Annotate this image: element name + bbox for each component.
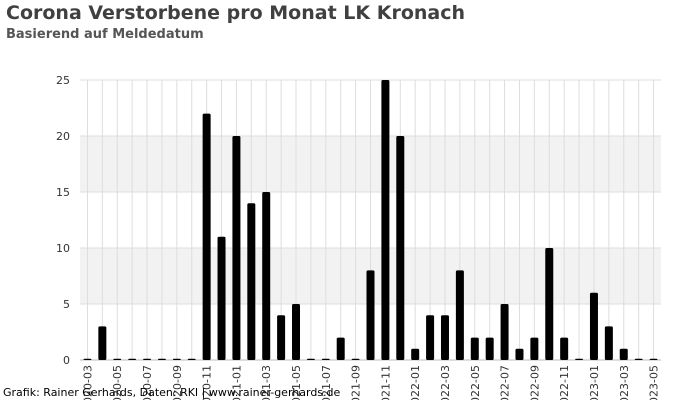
bar-2020-06 bbox=[128, 358, 137, 360]
bar-2020-08 bbox=[157, 358, 166, 360]
x-tick-label: 2020-03 bbox=[81, 365, 94, 400]
bar-2020-03 bbox=[83, 358, 92, 360]
bar-2022-02 bbox=[426, 315, 435, 360]
y-tick-label: 25 bbox=[56, 74, 70, 87]
chart-title: Corona Verstorbene pro Monat LK Kronach bbox=[6, 2, 466, 24]
bar-2021-11 bbox=[381, 80, 390, 360]
x-tick-label: 2023-03 bbox=[618, 365, 631, 400]
bar-2023-05 bbox=[649, 358, 658, 360]
bar-2022-09 bbox=[530, 337, 539, 360]
y-tick-label: 20 bbox=[56, 130, 70, 143]
x-tick-label: 2021-07 bbox=[320, 365, 333, 400]
y-tick-label: 10 bbox=[56, 242, 70, 255]
bar-2022-07 bbox=[500, 304, 509, 360]
y-tick-label: 5 bbox=[63, 298, 70, 311]
y-axis-ticks: 0 5 10 15 20 25 bbox=[56, 74, 70, 367]
bar-2022-01 bbox=[411, 348, 420, 360]
bar-2022-08 bbox=[515, 348, 524, 360]
bar-2020-11 bbox=[202, 113, 211, 360]
x-axis-ticks: 2020-03 2020-05 2020-07 2020-09 2020-11 2021-… bbox=[81, 365, 660, 400]
x-tick-label: 2022-11 bbox=[558, 365, 571, 400]
bar-2021-09 bbox=[351, 358, 360, 360]
x-tick-label: 2022-01 bbox=[409, 365, 422, 400]
bar-2021-08 bbox=[336, 337, 345, 360]
y-tick-label: 15 bbox=[56, 186, 70, 199]
x-tick-label: 2022-05 bbox=[469, 365, 482, 400]
x-tick-label: 2022-03 bbox=[439, 365, 452, 400]
x-tick-label: 2023-01 bbox=[588, 365, 601, 400]
bar-2020-07 bbox=[143, 358, 152, 360]
y-tick-label: 0 bbox=[63, 354, 70, 367]
bar-2021-04 bbox=[277, 315, 286, 360]
bar-2022-11 bbox=[560, 337, 569, 360]
bar-2021-06 bbox=[306, 358, 315, 360]
bar-2021-10 bbox=[366, 270, 375, 360]
bar-2020-10 bbox=[187, 358, 196, 360]
chart-subtitle: Basierend auf Meldedatum bbox=[6, 27, 204, 42]
bar-2023-03 bbox=[619, 348, 628, 360]
x-tick-label: 2021-11 bbox=[379, 365, 392, 400]
x-tick-label: 2022-09 bbox=[528, 365, 541, 400]
bar-2020-05 bbox=[113, 358, 122, 360]
bar-2022-10 bbox=[545, 248, 554, 360]
bar-2021-07 bbox=[321, 358, 330, 360]
x-tick-label: 2020-07 bbox=[141, 365, 154, 400]
bar-2023-04 bbox=[634, 358, 643, 360]
bar-2022-06 bbox=[485, 337, 494, 360]
x-tick-label: 2021-03 bbox=[260, 365, 273, 400]
chart-credit: Grafik: Rainer Gerhards, Daten: RKI | ww… bbox=[3, 386, 341, 399]
x-tick-label: 2020-05 bbox=[111, 365, 124, 400]
x-tick-label: 2020-09 bbox=[171, 365, 184, 400]
bar-2023-02 bbox=[604, 326, 613, 360]
bar-2020-12 bbox=[217, 236, 226, 360]
x-tick-label: 2023-05 bbox=[648, 365, 661, 400]
bar-2022-05 bbox=[470, 337, 479, 360]
bar-2021-12 bbox=[396, 136, 405, 360]
bar-2021-02 bbox=[247, 203, 256, 360]
x-tick-label: 2021-09 bbox=[350, 365, 363, 400]
bar-2021-03 bbox=[262, 192, 271, 360]
bar-2021-01 bbox=[232, 136, 241, 360]
vertical-gridlines bbox=[86, 80, 655, 360]
bar-2022-03 bbox=[440, 315, 449, 360]
bar-2021-05 bbox=[292, 304, 301, 360]
bar-2022-04 bbox=[455, 270, 464, 360]
bar-2023-01 bbox=[589, 292, 598, 360]
x-tick-label: 2020-11 bbox=[201, 365, 214, 400]
bars bbox=[83, 80, 658, 360]
x-tick-label: 2021-05 bbox=[290, 365, 303, 400]
x-tick-label: 2022-07 bbox=[499, 365, 512, 400]
bar-2020-04 bbox=[98, 326, 107, 360]
bar-2022-12 bbox=[575, 358, 584, 360]
bar-2020-09 bbox=[172, 358, 181, 360]
x-tick-label: 2021-01 bbox=[230, 365, 243, 400]
